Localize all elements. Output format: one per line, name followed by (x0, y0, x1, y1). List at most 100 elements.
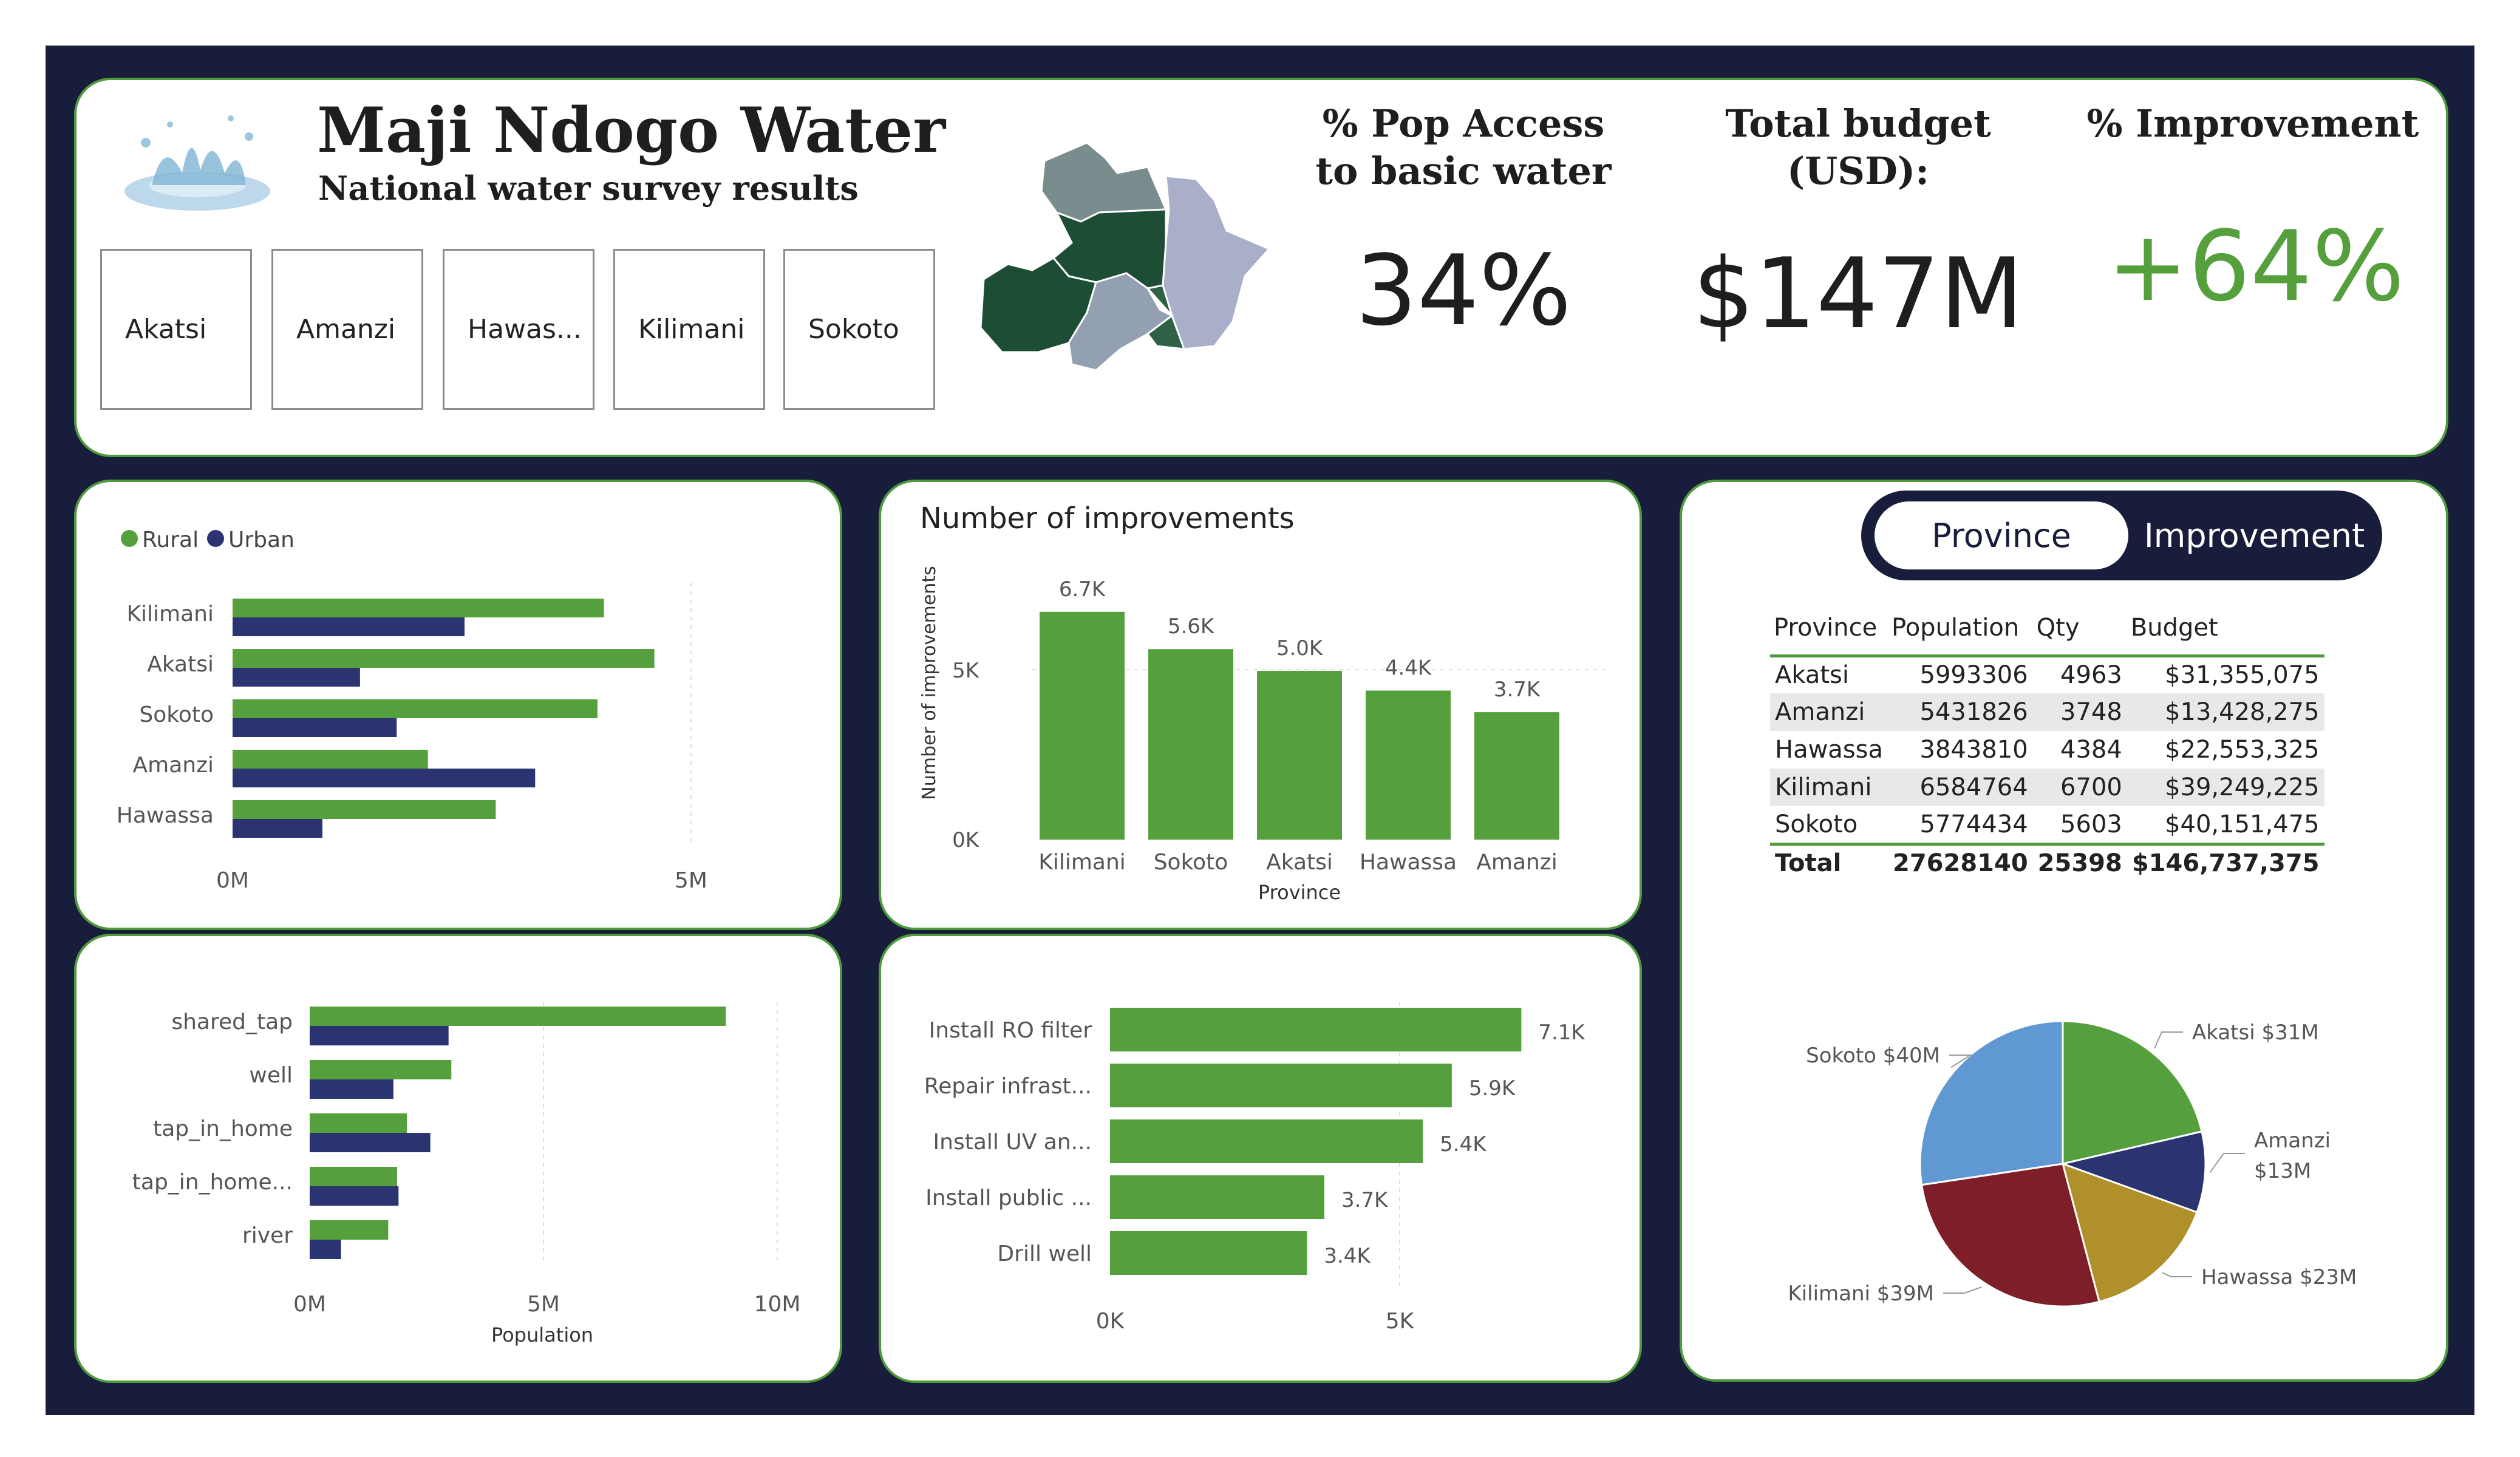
chart-title: Number of improvements (920, 501, 1295, 535)
table-cell: $39,249,225 (2127, 769, 2324, 806)
bar-rural (310, 1167, 397, 1186)
bar (1040, 611, 1125, 840)
y-tick-label: shared_tap (171, 1010, 293, 1034)
table-cell: 3748 (2032, 693, 2127, 731)
page-subtitle: National water survey results (318, 169, 859, 208)
y-tick-label: well (249, 1063, 293, 1088)
x-axis-label: Population (491, 1323, 593, 1347)
table-cell: 6584764 (1888, 769, 2033, 806)
bar-rural (233, 649, 655, 668)
table-cell: Kilimani (1770, 769, 1888, 806)
province-map[interactable] (965, 134, 1287, 389)
data-label: 3.4K (1324, 1244, 1371, 1268)
bar-rural (310, 1220, 389, 1240)
y-tick-label: 0K (952, 828, 980, 852)
legend-urban-label: Urban (228, 528, 295, 552)
y-tick-label: Kilimani (126, 602, 214, 627)
bar-urban (310, 1079, 393, 1099)
table-header-row: Province Population Qty Budget (1770, 601, 2324, 657)
col-population[interactable]: Population (1888, 601, 2033, 657)
bar (1110, 1064, 1452, 1107)
table-row[interactable]: Sokoto 5774434 5603 $40,151,475 (1770, 806, 2324, 844)
y-tick-label: tap_in_home... (132, 1170, 293, 1195)
bar (1148, 649, 1233, 840)
slicer-hawassa[interactable]: Hawas... (443, 249, 594, 410)
table-cell: Hawassa (1775, 736, 1884, 764)
x-tick-label: 0M (293, 1292, 326, 1317)
y-tick-label: Drill well (997, 1241, 1092, 1266)
legend-rural-label: Rural (142, 528, 199, 552)
table-total-row: Total 27628140 25398 $146,737,375 (1770, 842, 2324, 881)
col-budget[interactable]: Budget (2127, 601, 2324, 657)
x-tick-label: 10M (754, 1292, 801, 1317)
kpi-improvement-title: % Improvement (2086, 101, 2419, 146)
data-label: 5.9K (1469, 1076, 1516, 1101)
bar-urban (233, 819, 322, 838)
bar-rural (233, 599, 604, 617)
slicer-amanzi[interactable]: Amanzi (271, 249, 423, 410)
y-tick-label: Install public ... (925, 1186, 1092, 1211)
table-cell: 5993306 (1919, 661, 2028, 690)
slicer-kilimani[interactable]: Kilimani (613, 249, 765, 410)
data-label: 5.0K (1276, 636, 1324, 661)
pie-slice (1920, 1163, 2100, 1308)
x-tick-label: Amanzi (1476, 850, 1557, 875)
bar-urban (310, 1240, 341, 1259)
pie-leader-line (1943, 1286, 1982, 1294)
bar-rural (310, 1060, 452, 1079)
bar (1366, 690, 1451, 840)
legend-urban-marker (207, 530, 224, 547)
col-province[interactable]: Province (1770, 601, 1888, 657)
kpi-budget-value: $147M (1692, 237, 2024, 350)
pie-leader-line (1949, 1055, 1973, 1068)
province-table: Province Population Qty Budget Akatsi 59… (1770, 601, 2324, 881)
table-cell: 4384 (2060, 736, 2122, 764)
table-cell: $146,737,375 (2127, 842, 2324, 881)
table-cell: $22,553,325 (2165, 736, 2320, 764)
pie-slice (1919, 1020, 2064, 1186)
y-tick-label: 5K (952, 659, 980, 683)
y-tick-label: Repair infrast... (924, 1074, 1092, 1099)
table-cell: Sokoto (1775, 810, 1858, 838)
table-cell: 3843810 (1919, 736, 2028, 764)
pie-leader-line (2162, 1272, 2192, 1277)
table-row[interactable]: Akatsi 5993306 4963 $31,355,075 (1770, 656, 2324, 693)
table-row[interactable]: Kilimani 6584764 6700 $39,249,225 (1770, 769, 2324, 806)
x-tick-label: 5K (1386, 1309, 1415, 1334)
x-tick-label: 5M (675, 868, 707, 893)
table-cell: Akatsi (1775, 661, 1849, 690)
pie-slice (2061, 1162, 2198, 1303)
slicer-akatsi[interactable]: Akatsi (100, 249, 252, 410)
map-region-south (1068, 272, 1174, 372)
col-qty[interactable]: Qty (2032, 601, 2127, 657)
data-label: 4.4K (1385, 656, 1432, 680)
table-row[interactable]: Amanzi 5431826 3748 $13,428,275 (1770, 693, 2324, 731)
water-splash-logo (124, 115, 270, 211)
page-title: Maji Ndogo Water (317, 94, 946, 167)
pie-leader-line (2154, 1031, 2183, 1049)
slicer-sokoto[interactable]: Sokoto (783, 249, 935, 410)
bar (1110, 1119, 1423, 1163)
data-label: 3.7K (1494, 678, 1541, 702)
y-tick-label: Sokoto (139, 702, 214, 727)
bar-urban (233, 668, 360, 687)
data-label: 5.6K (1168, 614, 1215, 639)
table-cell: $31,355,075 (2165, 661, 2320, 690)
table-cell: 5431826 (1888, 693, 2033, 731)
table-row[interactable]: Hawassa 3843810 4384 $22,553,325 (1770, 731, 2324, 769)
toggle-province[interactable]: Province (1875, 501, 2128, 569)
bar-urban (310, 1186, 399, 1206)
table-cell: $40,151,475 (2165, 810, 2320, 838)
x-tick-label: 5M (527, 1292, 560, 1317)
map-region-southeast (1146, 284, 1186, 350)
table-cell: $13,428,275 (2127, 693, 2324, 731)
data-label: 7.1K (1538, 1021, 1585, 1045)
table-cell: 6700 (2032, 769, 2127, 806)
x-tick-label: Kilimani (1038, 850, 1126, 875)
y-tick-label: Amanzi (133, 753, 214, 778)
pie-label: Amanzi (2254, 1129, 2331, 1153)
toggle-improvement[interactable]: Improvement (2144, 516, 2365, 555)
table-cell: Total (1770, 842, 1888, 881)
y-tick-label: tap_in_home (153, 1116, 293, 1141)
